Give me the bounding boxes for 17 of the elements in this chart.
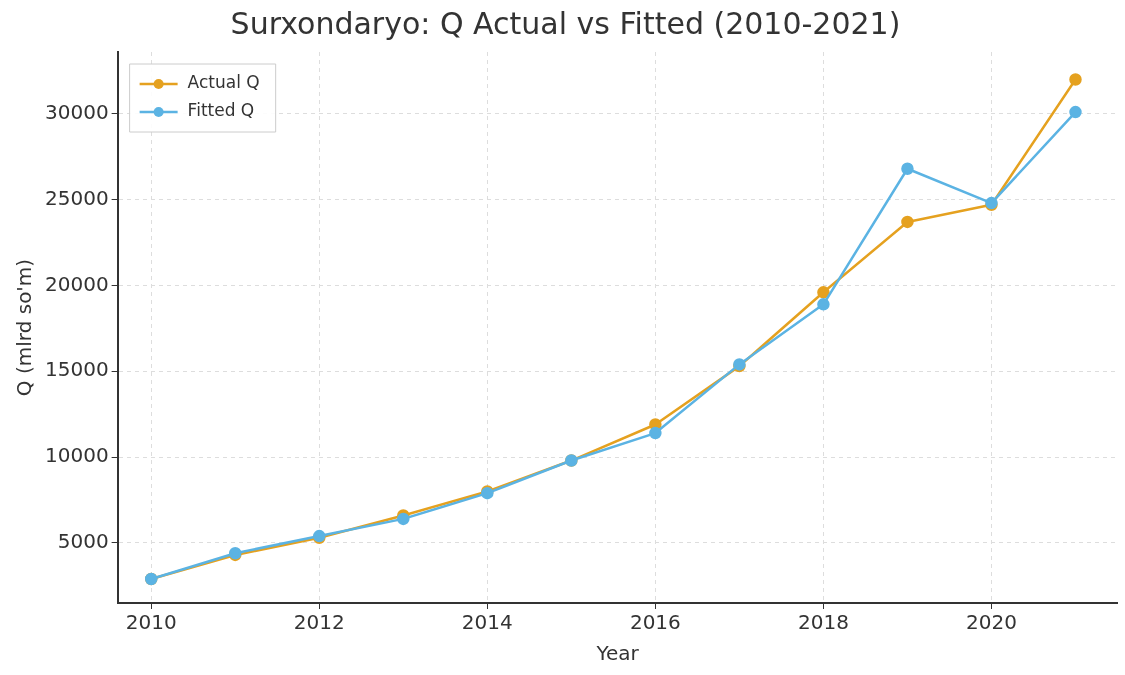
legend-label: Actual Q xyxy=(187,72,260,93)
x-tick-label: 2010 xyxy=(125,610,177,635)
y-tick-label: 15000 xyxy=(45,357,109,382)
y-tick-label: 20000 xyxy=(45,271,109,296)
x-tick-label: 2016 xyxy=(629,610,681,635)
legend-label: Fitted Q xyxy=(187,100,255,121)
y-tick-label: 5000 xyxy=(57,529,109,554)
x-tick-label: 2012 xyxy=(293,610,345,635)
x-tick-label: 2018 xyxy=(797,610,849,635)
y-tick-label: 30000 xyxy=(45,100,109,124)
chart-title: Surxondaryo: Q Actual vs Fitted (2010-2021) xyxy=(230,5,901,41)
y-axis-title: Q (mlrd so'm) xyxy=(12,258,37,397)
x-tick-label: 2014 xyxy=(461,610,513,635)
x-tick-label: 2020 xyxy=(966,610,1017,635)
x-axis-title: Year xyxy=(595,641,640,666)
y-tick-label: 25000 xyxy=(45,185,109,210)
y-tick-label: 10000 xyxy=(45,443,109,468)
